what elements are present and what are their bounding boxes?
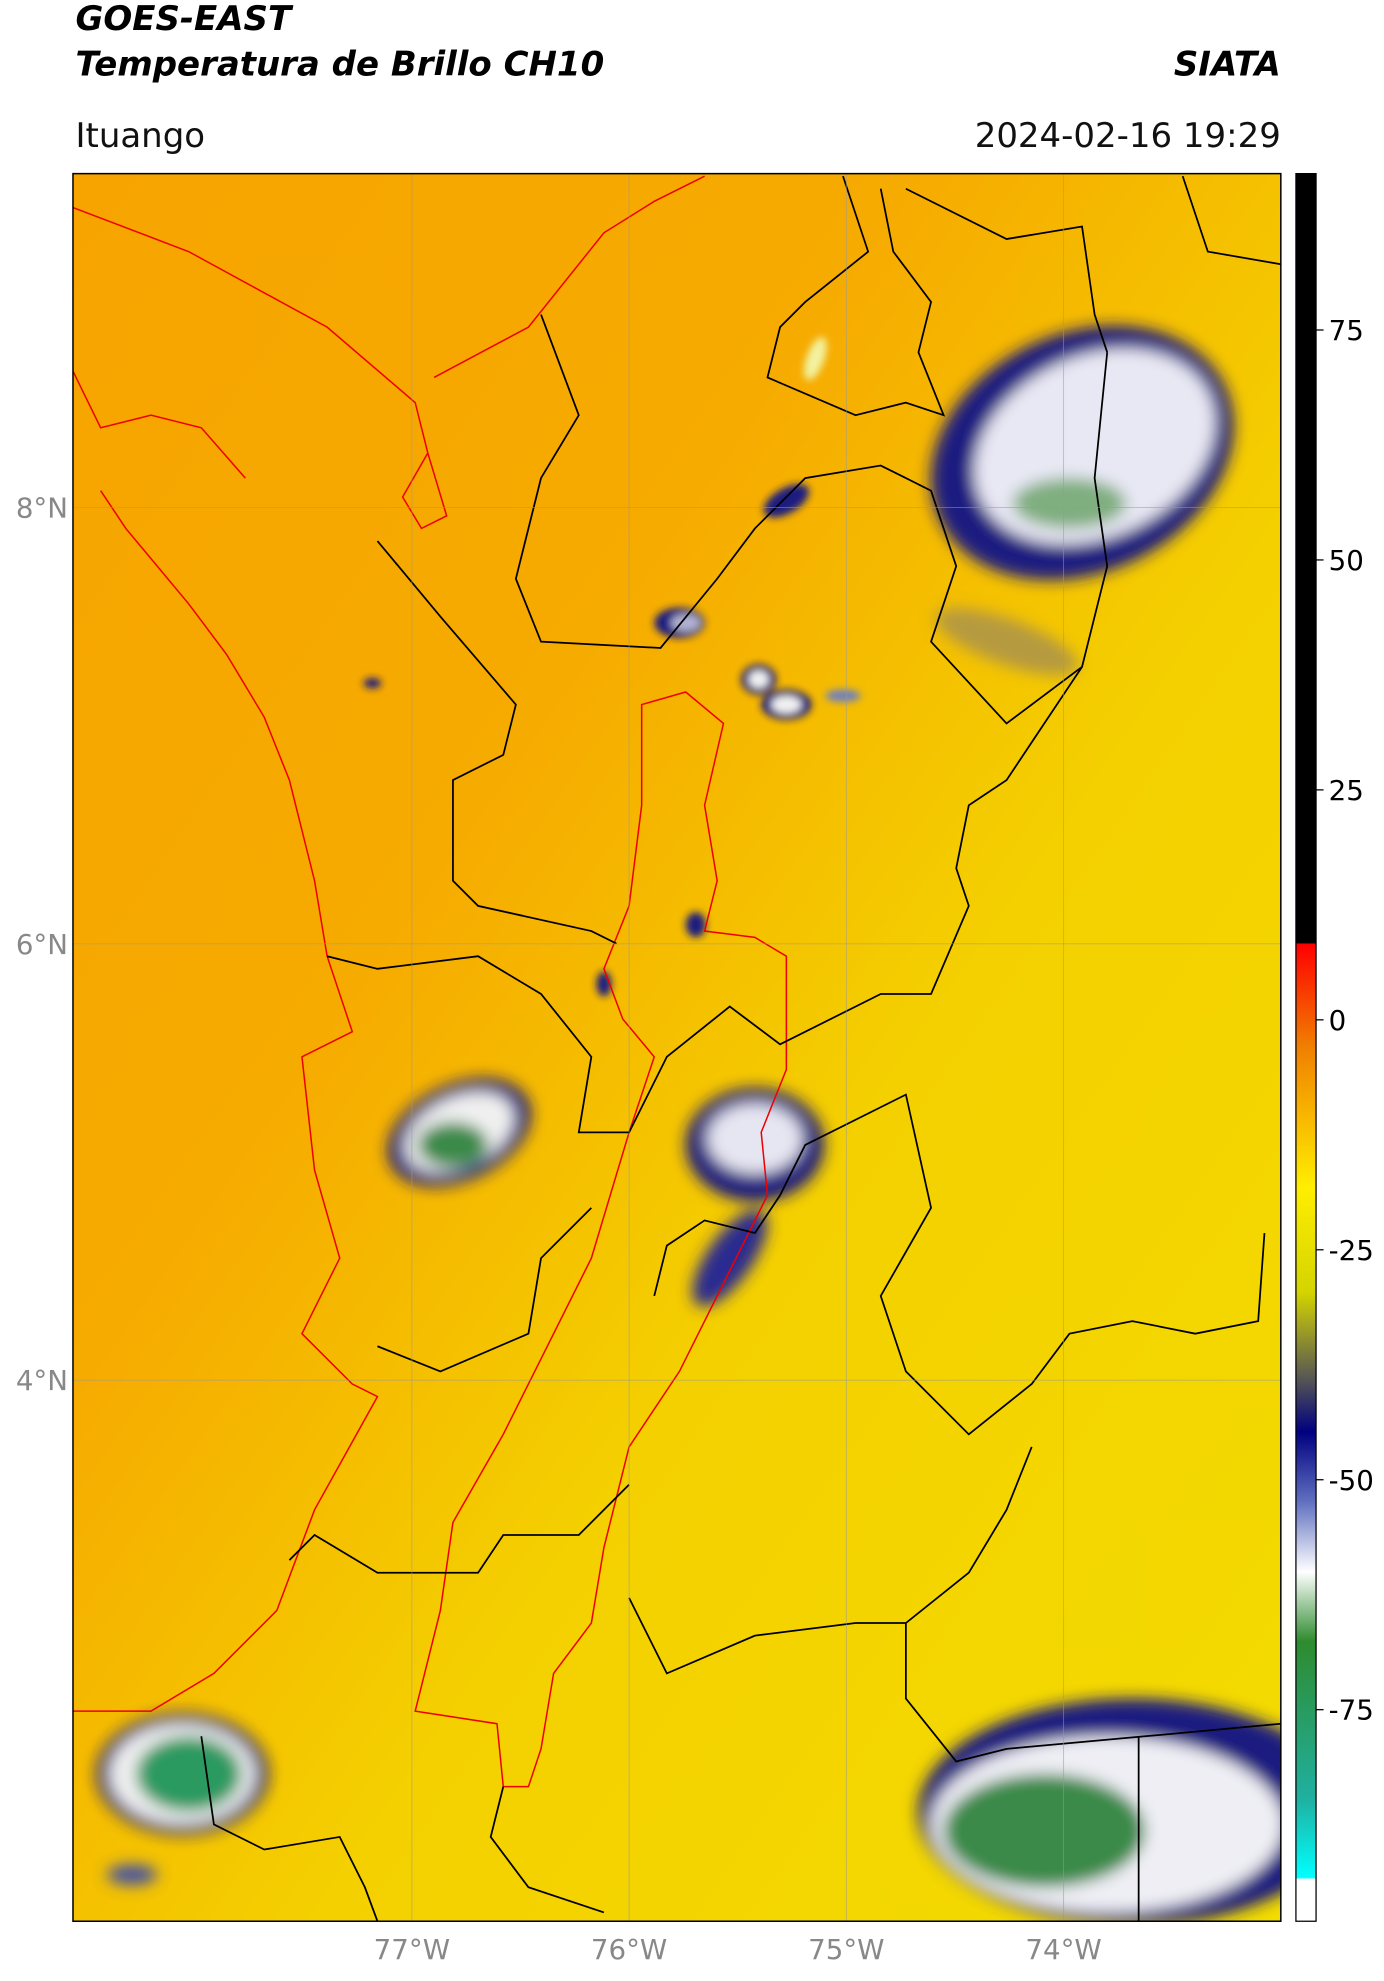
colorbar: [1295, 172, 1317, 1922]
y-tick-label: 4°N: [16, 1364, 68, 1397]
x-tick-label: 76°W: [591, 1933, 667, 1966]
subtitle: Temperatura de Brillo CH10: [75, 44, 604, 84]
map-ticks: 77°W 76°W 75°W 74°W 8°N 6°N 4°N: [16, 492, 1102, 1966]
map-image: [72, 173, 1281, 1922]
colorbar-tick-label: -25: [1329, 1234, 1374, 1267]
colorbar-tick-label: 50: [1329, 544, 1364, 577]
x-tick-label: 77°W: [374, 1933, 450, 1966]
colorbar-tick-label: -75: [1329, 1694, 1374, 1727]
y-tick-label: 8°N: [16, 492, 68, 525]
datetime: 2024-02-16 19:29: [975, 116, 1281, 156]
map-frame: [72, 172, 1282, 1922]
colorbar-ticks: 75 50 25 0 -25 -50 -75: [1316, 314, 1374, 1727]
title: GOES-EAST: [75, 0, 293, 39]
x-tick-label: 75°W: [808, 1933, 884, 1966]
colorbar-tick-label: -50: [1329, 1464, 1374, 1497]
colorbar-tick-label: 0: [1329, 1004, 1347, 1037]
colorbar-tick-label: 75: [1329, 314, 1364, 347]
source: SIATA: [1174, 44, 1281, 84]
colorbar-tick-label: 25: [1329, 774, 1364, 807]
graticule: [72, 173, 1281, 1922]
y-tick-label: 6°N: [16, 928, 68, 961]
location: Ituango: [75, 116, 205, 156]
x-tick-label: 74°W: [1025, 1933, 1101, 1966]
